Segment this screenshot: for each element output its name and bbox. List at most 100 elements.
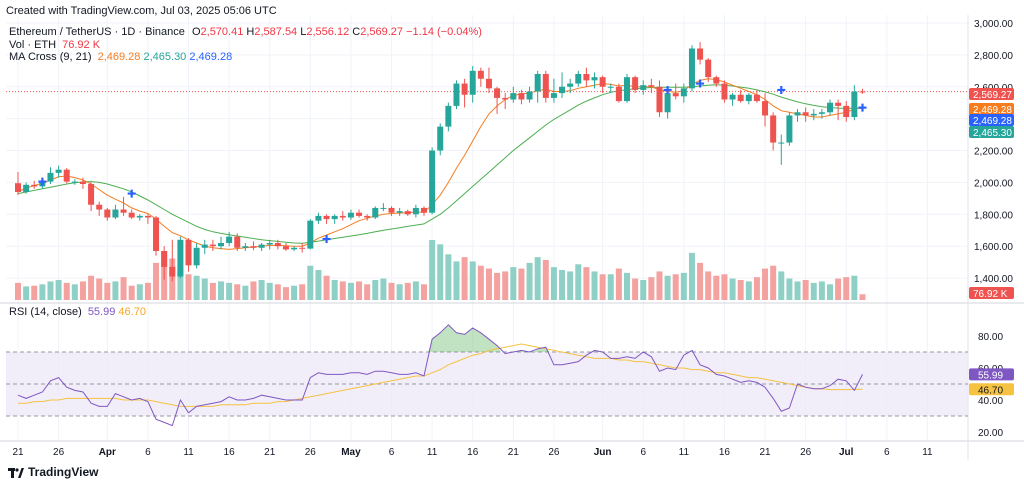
candle-body [664,93,671,113]
time-tick-label: 26 [305,447,317,458]
volume-bar [745,281,752,300]
price-badge-label: 2,569.27 [973,90,1012,101]
ma-slow-line [17,84,863,244]
volume-bar [559,270,566,300]
candle-body [185,239,192,266]
candle-body [315,215,322,221]
volume-bar [307,265,314,300]
legend-ma-cross: MA Cross (9, 21) 2,469.28 2,465.30 2,469… [9,51,232,63]
candle-body [404,211,411,215]
time-tick-label: 21 [264,447,276,458]
candle-body [607,86,614,88]
volume-bar [794,281,801,300]
candle-body [843,105,850,118]
candle-body [242,246,249,248]
volume-bar [453,261,460,300]
volume-bar [339,281,346,300]
volume-bar [47,281,54,300]
rsi-ma-badge-label: 46.70 [978,385,1003,396]
open-value: 2,570.41 [200,26,244,38]
tradingview-logo[interactable]: TradingView [8,465,98,479]
rsi-tick-label: 80.00 [978,332,1003,343]
volume-bar [664,275,671,300]
price-badge [969,103,1014,115]
volume-bar [461,257,468,300]
open-label: O [191,26,201,38]
time-tick-label: Jun [594,447,612,458]
volume-bar [477,265,484,300]
candle-body [71,181,78,183]
volume-bar [607,274,614,300]
high-label: H [246,26,255,38]
rsi-badge [969,368,1014,381]
time-tick-label: 16 [719,447,731,458]
candle-body [794,112,801,116]
candle-body [209,244,216,247]
volume-bar [680,272,687,300]
volume-bar [372,280,379,300]
candle-body [705,59,712,78]
candle-body [15,183,21,192]
ma-cross-marker [777,85,786,94]
candle-body [453,83,460,106]
volume-bar [250,281,257,300]
time-tick-label: 11 [922,447,933,458]
time-tick-label: 6 [145,447,151,458]
candle-body [827,102,833,113]
time-tick-label: 21 [508,447,520,458]
candle-body [380,207,387,209]
volume-bar [485,268,492,300]
volume-bar [550,267,557,300]
candle-body [526,91,533,100]
candle-body [721,83,728,100]
candle-body [128,212,135,218]
volume-bar [136,284,143,300]
volume-bar [242,285,249,300]
volume-bar [721,274,728,300]
candle-body [250,246,257,248]
volume-bar [737,280,744,300]
candle-body [461,83,468,95]
volume-bar [185,274,192,300]
volume-bar [144,282,151,300]
candle-body [656,86,663,113]
candle-body [266,243,273,245]
legend-volume: Vol · ETH 76.92 K [9,39,100,51]
candle-body [786,115,793,143]
volume-bar [388,282,395,300]
price-badge-label: 2,465.30 [973,128,1012,139]
candle-body [810,113,817,116]
candle-body [599,77,606,87]
volume-bar [153,262,160,300]
candle-body [136,215,143,218]
candle-body [96,204,103,210]
candle-body [672,93,679,97]
candle-body [567,83,574,87]
candle-body [412,207,419,215]
price-badge [969,88,1014,100]
ma-fast-line [17,78,863,250]
rsi-overbought-fill [428,324,502,352]
volume-bar [518,268,525,300]
volume-bar [802,280,809,300]
volume-bar [656,271,663,300]
rsi-ma-value: 46.70 [118,306,146,318]
volume-bar [729,278,736,300]
candle-body [688,48,695,89]
volume-bar [648,277,655,300]
volume-bar [753,277,760,300]
volume-bar [786,278,793,300]
candle-body [445,105,452,127]
rsi-line [17,324,863,427]
volume-bar [177,267,184,300]
candle-body [770,115,777,143]
candle-body [282,246,289,250]
price-badge-label: 2,469.28 [973,105,1012,116]
candle-body [753,94,760,102]
candle-body [591,77,598,81]
time-tick-label: 6 [640,447,646,458]
volume-bar [234,284,241,300]
candle-body [226,236,233,244]
legend-rsi: RSI (14, close) 55.99 46.70 [9,306,146,318]
